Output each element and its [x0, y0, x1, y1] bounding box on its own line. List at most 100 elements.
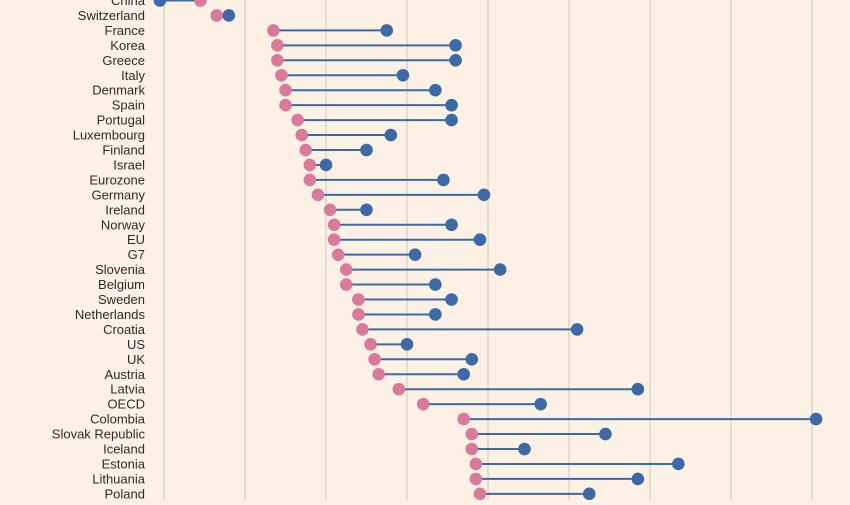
start-dot — [356, 323, 369, 336]
end-dot — [153, 0, 167, 7]
start-dot — [303, 158, 317, 172]
start-dot — [311, 188, 325, 202]
category-label: Italy — [121, 68, 145, 83]
end-dot — [477, 188, 491, 202]
start-dot — [194, 0, 207, 7]
category-label: Iceland — [103, 442, 145, 457]
category-label: Ireland — [105, 202, 145, 217]
connector-layer — [159, 0, 817, 495]
start-dot — [275, 68, 288, 82]
start-dot — [327, 233, 341, 246]
end-dot — [493, 263, 507, 276]
category-label: Finland — [102, 143, 145, 158]
category-label: Slovak Republic — [52, 427, 146, 442]
start-dot — [352, 293, 365, 306]
start-dot — [291, 113, 304, 127]
category-label: Latvia — [110, 382, 145, 397]
end-dot — [518, 442, 531, 456]
category-label: Estonia — [102, 456, 146, 471]
end-dot — [319, 158, 333, 172]
start-dot — [457, 412, 471, 426]
end-dot — [437, 173, 450, 187]
category-label: Luxembourg — [73, 128, 145, 143]
end-dot — [445, 218, 458, 232]
start-dot — [327, 218, 341, 232]
category-label: France — [105, 23, 145, 38]
end-dot — [570, 323, 584, 336]
start-dot — [469, 472, 483, 486]
end-dot — [396, 68, 410, 82]
category-label: Eurozone — [89, 172, 145, 187]
category-label: Germany — [92, 187, 146, 202]
end-dot — [599, 427, 612, 441]
category-label: OECD — [107, 397, 145, 412]
end-dot — [465, 353, 479, 366]
category-label: Switzerland — [78, 8, 145, 23]
category-label: Poland — [105, 486, 145, 500]
end-dot — [445, 113, 458, 127]
start-dot — [279, 98, 292, 112]
start-dot — [416, 397, 430, 411]
category-label: Austria — [105, 367, 146, 382]
start-dot — [303, 173, 317, 187]
end-dot — [449, 54, 462, 67]
end-dot — [429, 83, 442, 97]
category-label: Belgium — [98, 277, 145, 292]
dot-layer — [153, 0, 823, 501]
end-dot — [408, 248, 422, 261]
category-label: Korea — [110, 38, 145, 53]
category-label: EU — [127, 232, 145, 247]
category-label: G7 — [128, 247, 145, 262]
start-dot — [465, 442, 479, 456]
category-label: Colombia — [90, 412, 146, 427]
end-dot — [809, 412, 823, 426]
start-dot — [465, 427, 479, 441]
start-dot — [339, 278, 353, 291]
end-dot — [534, 397, 547, 411]
start-dot — [473, 487, 487, 501]
start-dot — [279, 83, 292, 97]
category-label-layer: ChinaSwitzerlandFranceKoreaGreeceItalyDe… — [52, 0, 146, 501]
start-dot — [364, 338, 377, 351]
end-dot — [429, 308, 442, 321]
start-dot — [299, 143, 313, 157]
start-dot — [210, 9, 223, 22]
start-dot — [323, 203, 337, 217]
start-dot — [469, 457, 483, 471]
start-dot — [271, 54, 284, 67]
category-label: Netherlands — [75, 307, 146, 322]
start-dot — [295, 128, 309, 142]
end-dot — [631, 472, 645, 486]
end-dot — [429, 278, 442, 291]
end-dot — [384, 128, 398, 142]
category-label: US — [127, 337, 145, 352]
category-label: Israel — [113, 157, 145, 172]
end-dot — [473, 233, 487, 246]
category-label: Croatia — [103, 322, 146, 337]
end-dot — [445, 98, 458, 112]
end-dot — [672, 457, 685, 471]
start-dot — [271, 39, 284, 52]
category-label: Lithuania — [92, 471, 146, 486]
end-dot — [222, 9, 236, 22]
category-label: Greece — [102, 53, 145, 68]
end-dot — [631, 382, 645, 396]
end-dot — [457, 367, 471, 381]
end-dot — [445, 293, 458, 306]
start-dot — [267, 24, 280, 37]
start-dot — [372, 367, 385, 381]
end-dot — [360, 143, 373, 157]
start-dot — [352, 308, 365, 321]
category-label: UK — [127, 352, 145, 367]
end-dot — [400, 338, 414, 351]
end-dot — [380, 24, 394, 37]
category-label: China — [111, 0, 146, 8]
category-label: Slovenia — [95, 262, 146, 277]
start-dot — [368, 353, 381, 366]
start-dot — [331, 248, 345, 261]
category-label: Norway — [101, 217, 146, 232]
end-dot — [360, 203, 373, 217]
category-label: Denmark — [92, 83, 145, 98]
